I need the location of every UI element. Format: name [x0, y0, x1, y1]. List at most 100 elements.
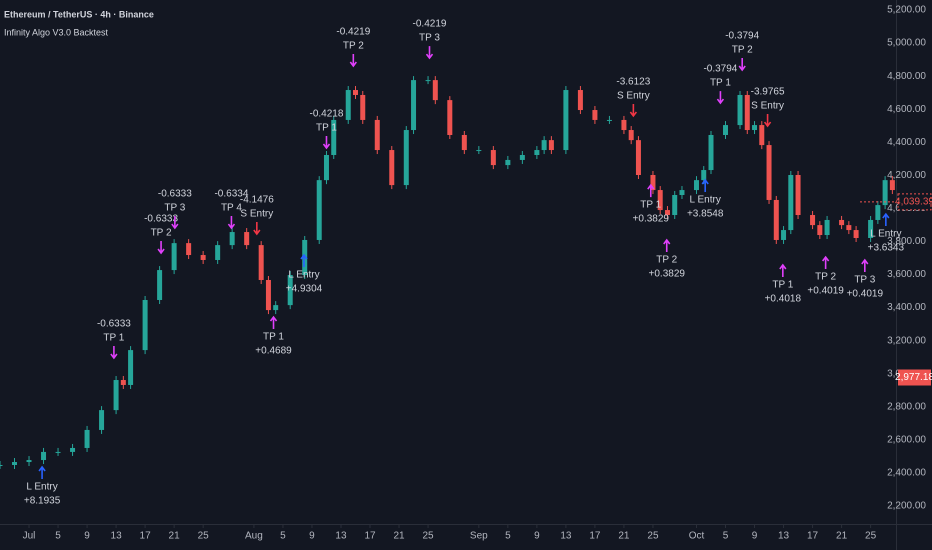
candle [737, 94, 743, 126]
candle [316, 180, 322, 240]
y-tick-label: 2,800.00 [887, 401, 926, 412]
signal-arrow [738, 58, 746, 72]
candle [606, 119, 612, 121]
signal-label: TP 2 [151, 228, 172, 239]
candle [171, 243, 177, 271]
signal-label: +0.4019 [847, 289, 884, 300]
signal-label: S Entry [751, 101, 784, 112]
candle [679, 190, 685, 196]
candle [84, 429, 90, 448]
candle [128, 350, 134, 385]
signal-label: TP 1 [710, 78, 731, 89]
signal-label: -0.4219 [413, 19, 447, 30]
y-tick-label: 4,800.00 [887, 71, 926, 82]
x-tick-label: 25 [647, 531, 659, 542]
candle [186, 243, 192, 256]
x-tick-label: Jul [23, 531, 36, 542]
x-tick-label: Sep [470, 531, 488, 542]
signal-label: +0.3829 [649, 269, 686, 280]
candle [701, 170, 707, 181]
y-tick-label: 2,400.00 [887, 468, 926, 479]
candle [345, 90, 351, 120]
signal-label: TP 1 [103, 333, 124, 344]
signal-label: -0.6333 [97, 319, 131, 330]
signal-label: TP 3 [419, 33, 440, 44]
candle [323, 154, 329, 181]
candle [0, 464, 3, 466]
candle [766, 145, 772, 200]
candle [113, 380, 119, 411]
candle [781, 230, 787, 240]
x-tick-label: 21 [393, 531, 405, 542]
signal-arrow [701, 178, 709, 192]
candle [868, 219, 874, 238]
signal-label: -3.6123 [616, 77, 650, 88]
price-tag-label: 2,977.18 [895, 372, 932, 383]
y-tick-label: 3,600.00 [887, 269, 926, 280]
signal-label: -0.6333 [158, 189, 192, 200]
signal-label: TP 2 [732, 45, 753, 56]
x-tick-label: 9 [309, 531, 315, 542]
signal-label: TP 1 [316, 123, 337, 134]
x-tick-label: 25 [198, 531, 210, 542]
candle [447, 100, 453, 135]
signal-label: -0.3794 [725, 31, 759, 42]
candle [411, 80, 417, 131]
candle [432, 80, 438, 101]
signal-arrow [882, 212, 890, 227]
candle [744, 94, 750, 131]
x-tick-label: 5 [723, 531, 729, 542]
signal-label: +0.4018 [765, 294, 802, 305]
candle [628, 130, 634, 141]
x-tick-label: 13 [335, 531, 347, 542]
candle [12, 462, 18, 465]
candle [672, 195, 678, 216]
signal-label: TP 2 [343, 41, 364, 52]
candle [505, 159, 511, 166]
y-tick-label: 5,000.00 [887, 38, 926, 49]
x-tick-label: 25 [865, 531, 877, 542]
signal-label: -0.4218 [310, 109, 344, 120]
candle [157, 270, 163, 300]
candle [795, 175, 801, 216]
candle [708, 134, 714, 171]
candle [26, 460, 32, 463]
signal-arrow [821, 255, 830, 270]
signal-arrow [425, 46, 434, 60]
signal-arrow [253, 222, 261, 236]
candle [142, 299, 148, 351]
candle [875, 205, 881, 220]
x-tick-label: 5 [505, 531, 511, 542]
signal-label: +0.4019 [807, 286, 844, 297]
y-tick-label: 3,400.00 [887, 302, 926, 313]
candle [693, 180, 699, 191]
signal-label: L Entry [870, 229, 901, 240]
signal-label: -4.1476 [240, 195, 274, 206]
signal-arrow [779, 263, 787, 277]
price-tag [897, 193, 932, 211]
candle [258, 245, 264, 280]
candle [563, 90, 569, 151]
signal-arrow [38, 465, 46, 479]
signal-arrow [110, 346, 118, 360]
candle [476, 150, 482, 152]
candle [244, 232, 250, 246]
signal-label: +4.9304 [286, 284, 323, 295]
candle [120, 380, 126, 385]
y-tick-label: 4,400.00 [887, 137, 926, 148]
signal-arrow [716, 91, 725, 105]
candle [215, 245, 221, 260]
signal-label: TP 3 [854, 275, 875, 286]
y-tick-label: 3,800.00 [887, 236, 926, 247]
candle [331, 119, 337, 155]
candle [403, 130, 409, 186]
signal-label: L Entry [288, 270, 319, 281]
candle [817, 225, 823, 236]
signal-label: +0.4689 [255, 346, 292, 357]
x-tick-label: 13 [111, 531, 123, 542]
signal-arrow [227, 216, 236, 230]
candle [273, 305, 279, 311]
x-tick-label: 17 [140, 531, 152, 542]
candle [287, 275, 293, 306]
